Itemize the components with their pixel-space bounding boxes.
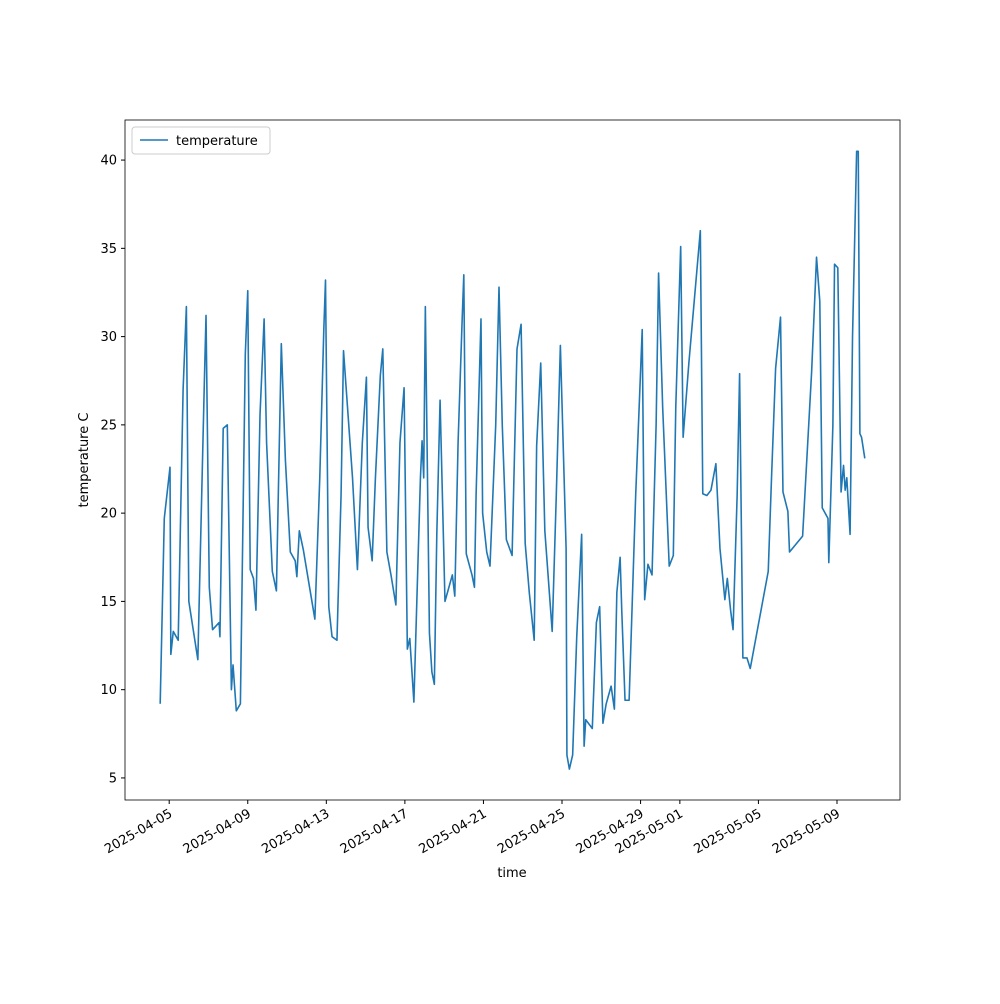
- y-tick-label: 40: [100, 154, 117, 169]
- y-tick-label: 15: [100, 595, 117, 610]
- y-tick-label: 25: [100, 418, 117, 433]
- y-tick-label: 35: [100, 242, 117, 257]
- y-tick-label: 5: [109, 771, 117, 786]
- legend: temperature: [131, 126, 271, 155]
- x-axis-label: time: [497, 866, 526, 881]
- y-tick-label: 20: [100, 507, 117, 522]
- y-tick-label: 30: [100, 330, 117, 345]
- y-tick-label: 10: [100, 683, 117, 698]
- plot-frame: [124, 119, 901, 801]
- y-axis-label: temperature C: [77, 413, 92, 508]
- legend-frame: [131, 126, 271, 155]
- legend-label: temperature: [176, 134, 258, 149]
- line: [159, 150, 866, 770]
